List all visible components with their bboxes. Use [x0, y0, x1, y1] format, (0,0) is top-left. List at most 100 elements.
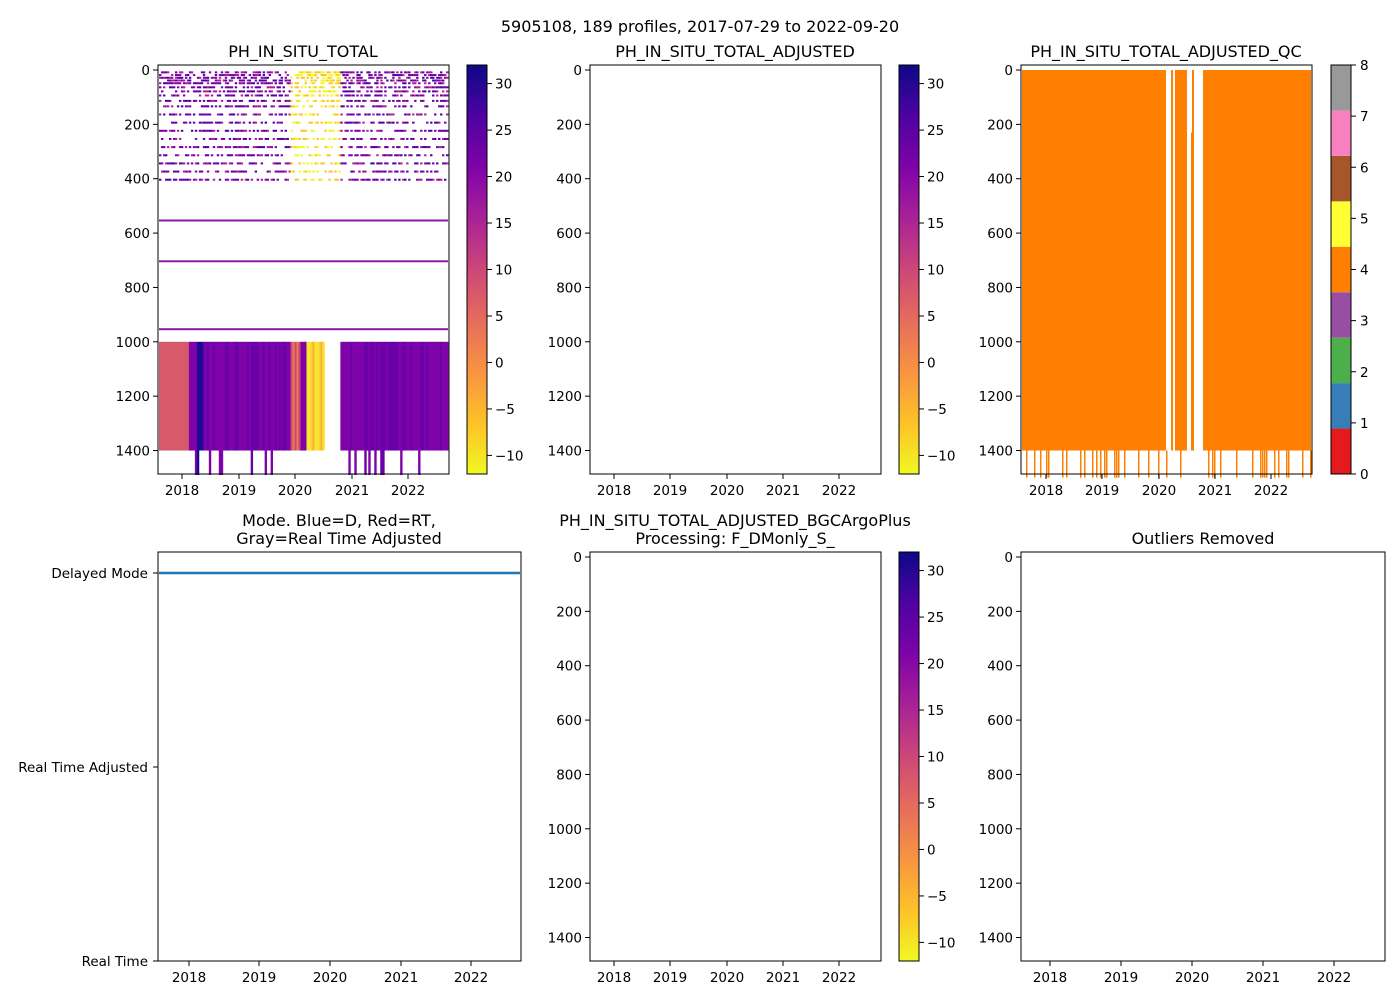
raw-sample-cell: [384, 154, 387, 157]
raw-sample-cell: [364, 79, 367, 82]
raw-sample-cell: [210, 76, 214, 79]
raw-sample-cell: [370, 90, 373, 93]
raw-profile-column: [318, 341, 321, 451]
raw-sample-cell: [248, 154, 252, 157]
raw-sample-cell: [182, 162, 186, 165]
raw-sample-cell: [310, 94, 313, 97]
adjusted-cbtick-label: 20: [927, 170, 944, 186]
raw-sample-cell: [322, 137, 325, 140]
raw-sample-cell: [328, 76, 331, 79]
qc-deep-flag: [1062, 450, 1064, 478]
raw-sample-cell: [184, 146, 188, 149]
raw-sample-cell: [260, 79, 264, 82]
raw-sample-cell: [426, 71, 429, 74]
raw-sample-cell: [356, 90, 359, 93]
qc-cbtick-label: 8: [1360, 58, 1369, 74]
raw-sample-cell: [206, 105, 210, 108]
raw-sample-cell: [336, 99, 339, 102]
raw-sample-cell: [428, 86, 431, 89]
raw-sample-cell: [358, 76, 361, 79]
raw-sample-cell: [324, 74, 327, 77]
raw-sample-cell: [240, 129, 244, 132]
qc-deep-flag: [1274, 450, 1276, 478]
raw-profile-column: [352, 341, 355, 451]
raw-sample-cell: [432, 162, 435, 165]
panel-adjusted-title: PH_IN_SITU_TOTAL_ADJUSTED: [615, 42, 855, 62]
mode-xtick-label: 2018: [172, 970, 206, 986]
raw-sample-cell: [224, 76, 228, 79]
raw-sample-cell: [214, 105, 218, 108]
qc-xtick-label: 2020: [1142, 483, 1176, 499]
raw-sample-cell: [252, 74, 256, 77]
raw-sample-cell: [214, 121, 218, 124]
raw-sample-cell: [200, 129, 204, 132]
raw-sample-cell: [198, 94, 202, 97]
raw-sample-cell: [378, 121, 381, 124]
raw-sample-cell: [290, 105, 293, 108]
qc-colorbar-segment: [1331, 110, 1351, 156]
raw-sample-cell: [338, 71, 341, 74]
raw-sample-cell: [404, 79, 407, 82]
raw-sample-cell: [362, 154, 365, 157]
raw-sample-cell: [200, 121, 204, 124]
raw-sample-cell: [292, 137, 295, 140]
raw-sample-cell: [224, 129, 228, 132]
raw-sample-cell: [210, 82, 214, 85]
qc-deep-flag: [1288, 450, 1290, 478]
raw-sample-cell: [210, 121, 214, 124]
raw-sample-cell: [226, 178, 230, 181]
raw-sample-cell: [258, 90, 262, 93]
raw-sample-cell: [278, 113, 281, 116]
raw-sample-cell: [348, 146, 351, 149]
raw-sample-cell: [306, 71, 309, 74]
raw-sample-cell: [182, 82, 186, 85]
raw-sample-cell: [438, 146, 441, 149]
adjusted-cbtick-label: 5: [927, 309, 936, 325]
raw-sample-cell: [242, 137, 246, 140]
raw-sample-cell: [420, 113, 423, 116]
raw-sample-cell: [292, 146, 295, 149]
raw-sample-cell: [204, 162, 208, 165]
raw-sample-cell: [352, 76, 355, 79]
raw-sample-cell: [400, 94, 403, 97]
raw-sample-cell: [314, 99, 317, 102]
raw-sample-cell: [272, 129, 275, 132]
raw-sample-cell: [328, 170, 331, 173]
bgc-cbtick-label: 0: [927, 842, 936, 858]
raw-sample-cell: [340, 113, 343, 116]
raw-sample-cell: [176, 82, 180, 85]
raw-sample-cell: [306, 170, 309, 173]
raw-sample-cell: [260, 162, 264, 165]
raw-sample-cell: [306, 146, 309, 149]
raw-sample-cell: [298, 90, 301, 93]
raw-sample-cell: [246, 82, 250, 85]
raw-sample-cell: [268, 113, 272, 116]
raw-sample-cell: [214, 170, 218, 173]
raw-sample-cell: [224, 146, 228, 149]
raw-sample-cell: [168, 99, 172, 102]
raw-sample-cell: [294, 82, 297, 85]
raw-profile-column: [296, 341, 299, 451]
raw-sample-cell: [328, 71, 331, 74]
raw-sample-cell: [328, 129, 331, 132]
outliers-ytick-label: 0: [1004, 550, 1013, 566]
raw-sample-cell: [360, 105, 363, 108]
raw-sample-cell: [330, 79, 333, 82]
raw-sample-cell: [298, 71, 301, 74]
raw-sample-cell: [258, 137, 262, 140]
raw-sample-cell: [424, 162, 427, 165]
raw-sample-cell: [290, 76, 293, 79]
raw-sample-cell: [270, 86, 274, 89]
raw-sample-cell: [300, 76, 303, 79]
raw-sample-cell: [168, 137, 172, 140]
raw-sample-cell: [164, 76, 168, 79]
raw-sample-cell: [340, 129, 343, 132]
raw-ytick-label: 600: [124, 226, 150, 242]
raw-sample-cell: [204, 113, 208, 116]
raw-sample-cell: [372, 105, 375, 108]
raw-sample-cell: [312, 82, 315, 85]
raw-sample-cell: [424, 146, 427, 149]
raw-sample-cell: [208, 129, 212, 132]
raw-sample-cell: [174, 162, 178, 165]
